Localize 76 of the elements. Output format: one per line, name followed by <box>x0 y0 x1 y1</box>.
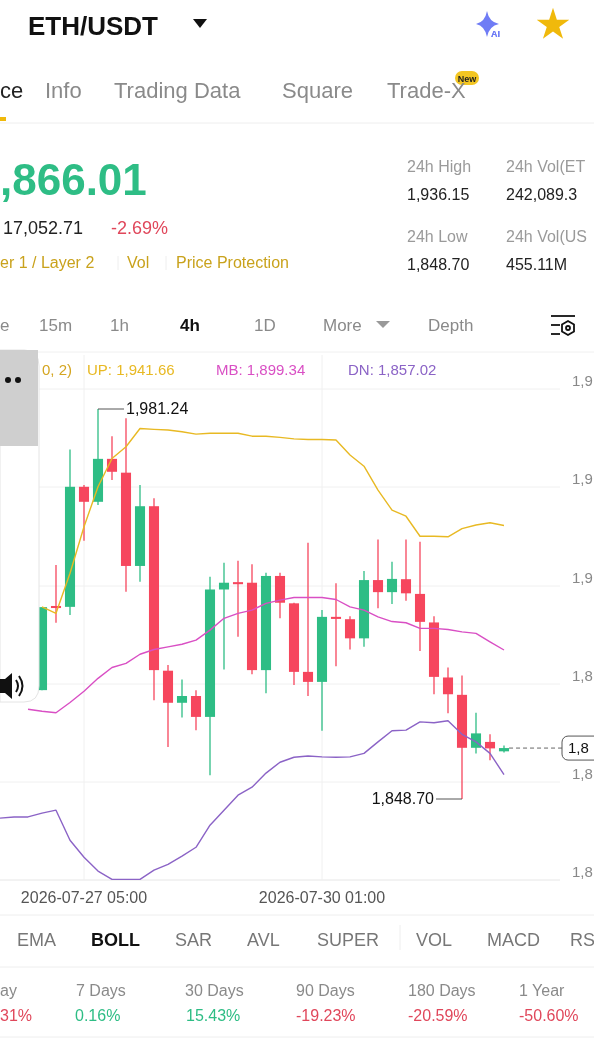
candlestick <box>372 538 384 609</box>
text: 1,9 <box>572 569 593 586</box>
text: 1,9 <box>572 470 593 487</box>
text: SUPER <box>317 930 380 950</box>
text: 1,8 <box>568 739 589 756</box>
candlestick <box>190 689 202 731</box>
candlestick <box>386 561 398 605</box>
candlestick <box>498 744 510 754</box>
chart-title: ETH/USDT <box>28 11 159 41</box>
text: Depth <box>428 316 474 335</box>
text: RS <box>570 930 594 950</box>
text: 1,848.70 <box>407 256 470 273</box>
candlestick <box>302 542 314 697</box>
text: 0.16% <box>75 1007 121 1024</box>
text: Price Protection <box>176 254 289 271</box>
x-tick-label: 2026-07-27 05:00 <box>20 889 148 906</box>
text: AVL <box>247 930 280 950</box>
text: MACD <box>487 930 540 950</box>
text: -50.60% <box>519 1007 579 1024</box>
candlestick <box>78 484 90 542</box>
text: Trading Data <box>114 78 242 103</box>
text: MB: 1,899.34 <box>216 361 306 378</box>
text: 1,9 <box>572 372 593 389</box>
text: UP: 1,941.66 <box>87 361 175 378</box>
text: 0, 2) <box>42 361 73 378</box>
text: 90 Days <box>296 982 355 999</box>
text: SAR <box>175 930 213 950</box>
text: 17,052.71 <box>3 218 84 238</box>
text: 24h Vol(US <box>506 228 587 245</box>
text: 15m <box>39 316 73 335</box>
text: -19.23% <box>296 1007 356 1024</box>
text: VOL <box>416 930 453 950</box>
text: DN: 1,857.02 <box>348 361 437 378</box>
text: ay <box>0 982 17 999</box>
text: 4h <box>180 316 200 335</box>
text: 7 Days <box>76 982 126 999</box>
x-tick-label: 2026-07-30 01:00 <box>258 889 386 906</box>
candlestick <box>232 560 244 638</box>
candlestick <box>176 678 188 719</box>
text: 1,8 <box>572 863 593 880</box>
text: AI <box>491 29 500 39</box>
text: 24h Low <box>407 228 468 245</box>
candlestick <box>330 582 342 667</box>
text: er 1 / Layer 2 <box>0 254 95 271</box>
annotation: 1,848.70 <box>371 790 435 807</box>
candlestick <box>470 712 482 755</box>
text: 31% <box>0 1007 33 1024</box>
text: 1,936.15 <box>407 186 470 203</box>
text: 24h Vol(ET <box>506 158 586 175</box>
text: -2.69% <box>111 218 169 238</box>
text: BOLL <box>91 930 140 950</box>
text: 1h <box>110 316 129 335</box>
text: ,866.01 <box>0 155 147 204</box>
text: More <box>323 316 362 335</box>
text: Info <box>45 78 82 103</box>
text: Vol <box>127 254 150 271</box>
text: Square <box>282 78 353 103</box>
text: 30 Days <box>185 982 244 999</box>
candlestick <box>484 733 496 761</box>
text: 1D <box>254 316 276 335</box>
annotation: 1,981.24 <box>126 400 189 417</box>
text: -20.59% <box>408 1007 468 1024</box>
text: 1 Year <box>519 982 566 999</box>
text: 1,8 <box>572 667 593 684</box>
candlestick <box>442 666 454 715</box>
text: 242,089.3 <box>506 186 578 203</box>
text: EMA <box>17 930 57 950</box>
text: 1,8 <box>572 765 593 782</box>
text: ce <box>0 78 24 103</box>
candlestick <box>400 538 412 602</box>
text: 180 Days <box>408 982 476 999</box>
text: 15.43% <box>186 1007 241 1024</box>
text: 455.11M <box>506 256 568 273</box>
candlestick <box>344 615 356 651</box>
text: e <box>0 316 10 335</box>
text: 24h High <box>407 158 472 175</box>
